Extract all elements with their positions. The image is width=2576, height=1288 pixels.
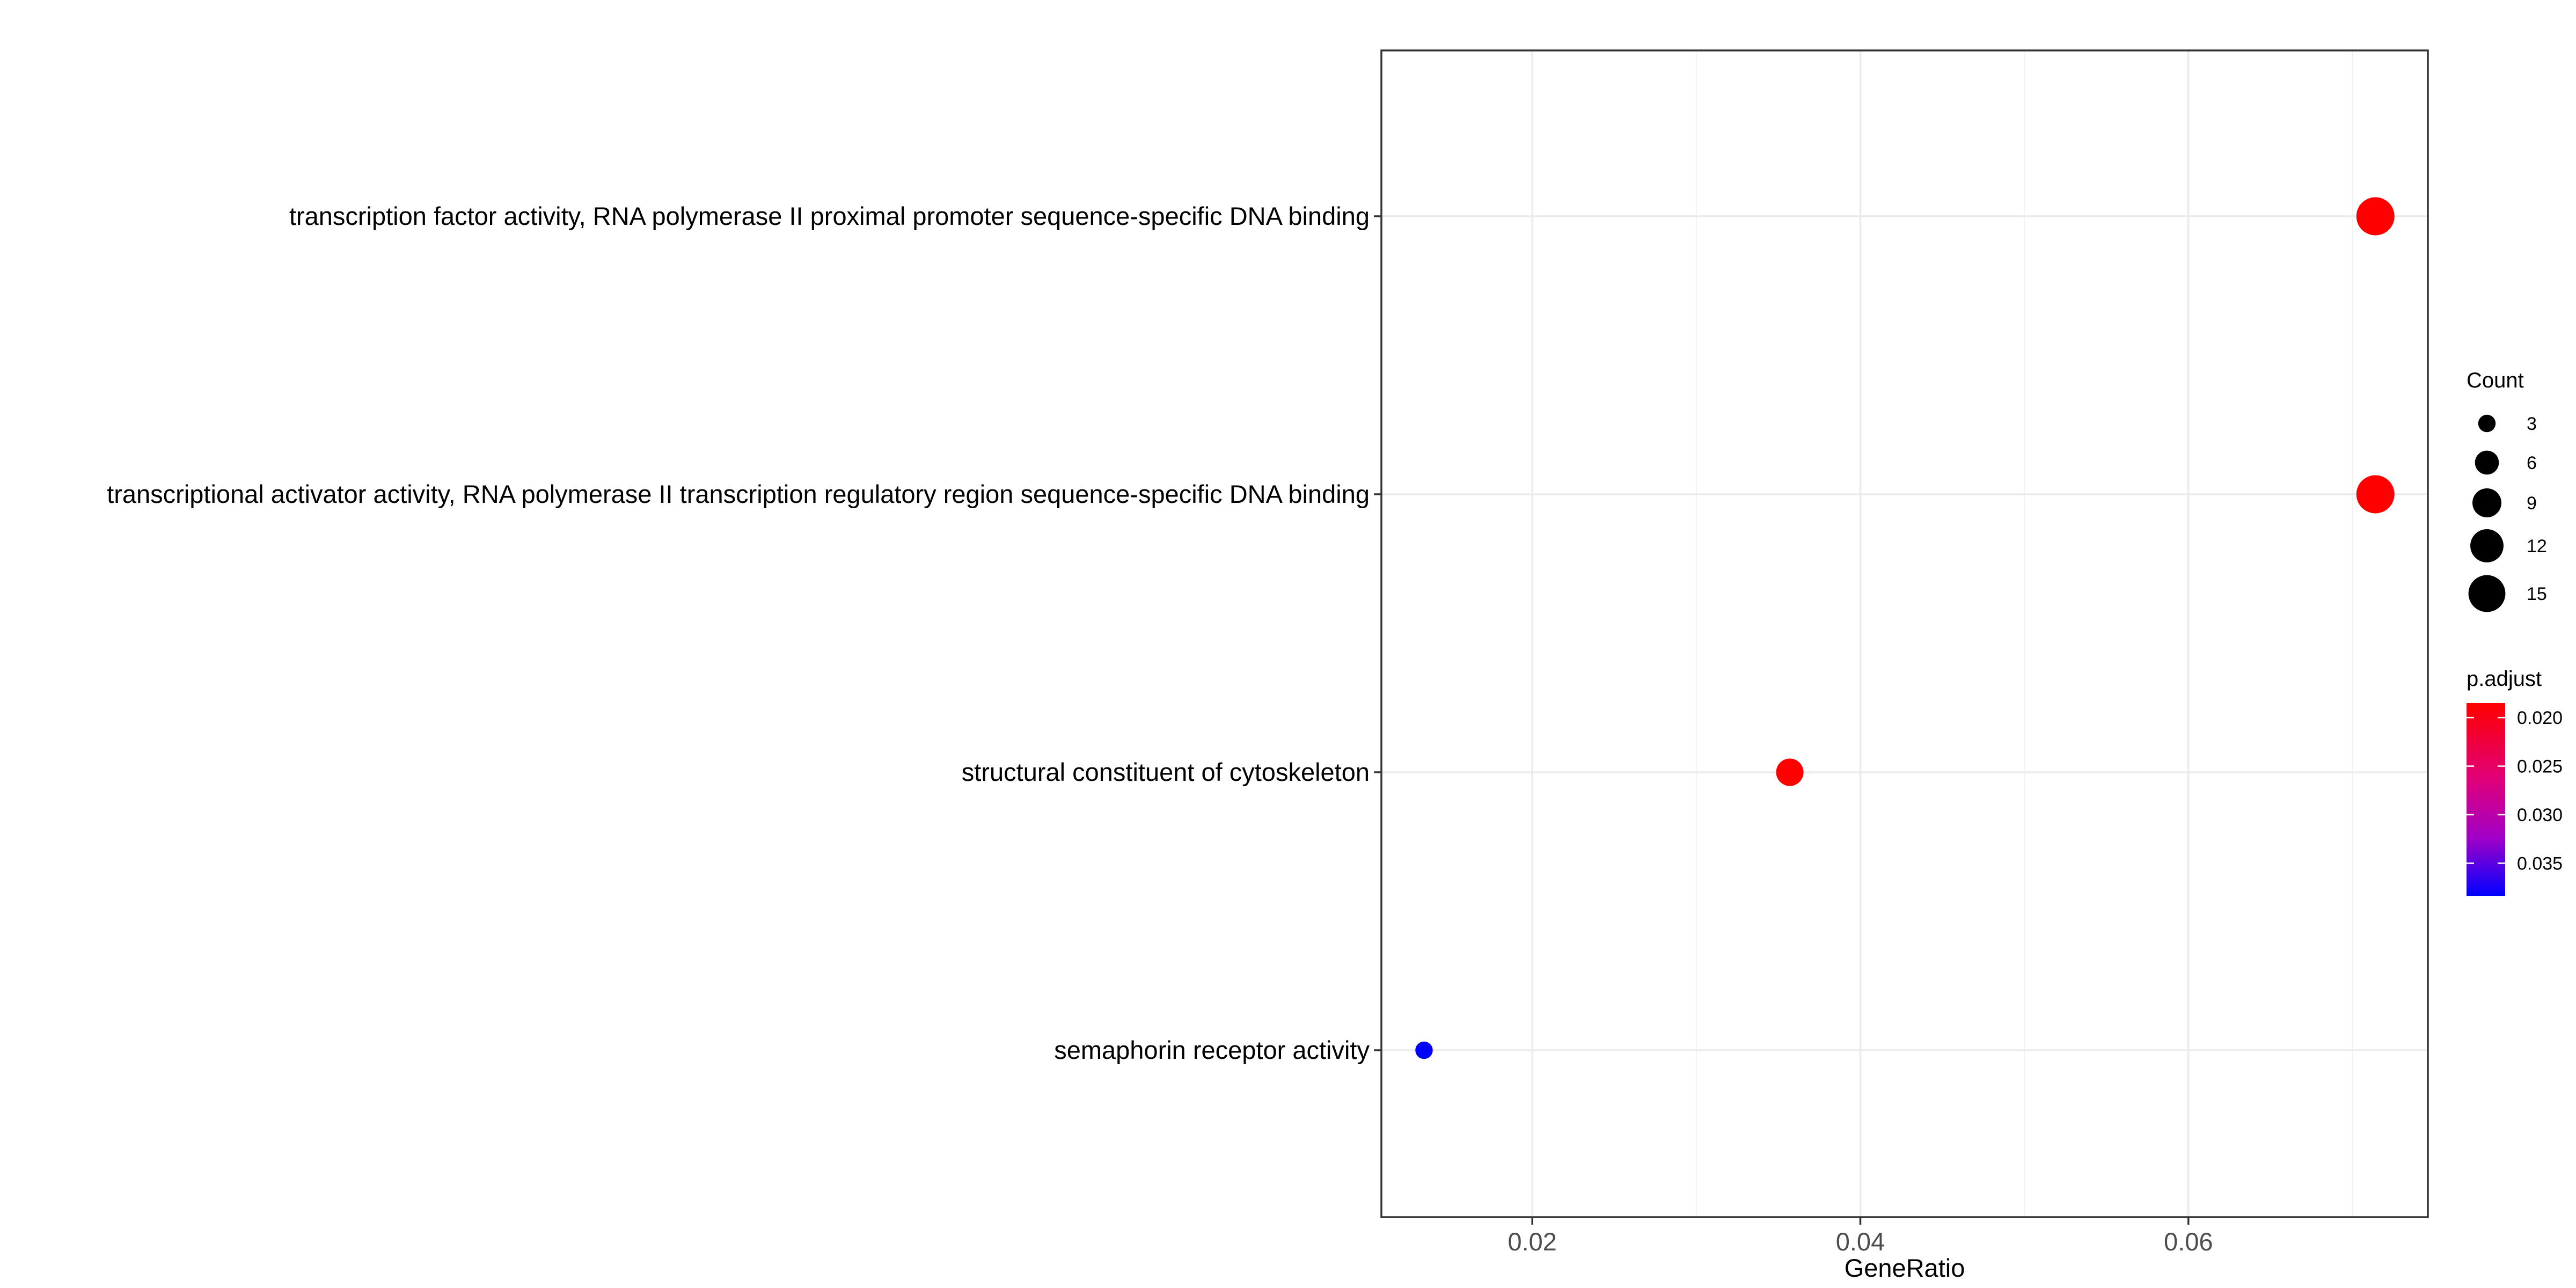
colorbar-label: 0.020 [2517, 708, 2563, 728]
colorbar-label: 0.025 [2517, 757, 2563, 777]
count-legend-key [2478, 414, 2496, 433]
y-tick-label: transcriptional activator activity, RNA … [107, 480, 1370, 508]
count-legend-label: 12 [2527, 536, 2547, 557]
x-tick-label: 0.02 [1507, 1227, 1556, 1256]
p-adjust-legend: p.adjust 0.020 0.025 0.030 0.035 [2467, 667, 2563, 896]
colorbar-label: 0.030 [2517, 805, 2563, 825]
x-tick-label: 0.06 [2164, 1227, 2213, 1256]
data-points [1415, 197, 2395, 1059]
x-axis-title: GeneRatio [1845, 1254, 1965, 1282]
y-axis-labels: transcription factor activity, RNA polym… [107, 202, 1381, 1064]
y-tick-label: semaphorin receptor activity [1054, 1036, 1370, 1064]
data-point [2356, 475, 2395, 514]
x-tick-label: 0.04 [1836, 1227, 1885, 1256]
count-legend-key [2475, 450, 2499, 475]
y-tick-label: transcription factor activity, RNA polym… [289, 202, 1370, 230]
count-legend: Count 3 6 9 12 15 [2467, 369, 2547, 612]
count-legend-label: 3 [2527, 414, 2537, 434]
count-legend-label: 9 [2527, 493, 2537, 514]
panel-border [1380, 49, 2429, 1218]
colorbar-label: 0.035 [2517, 853, 2563, 874]
count-legend-title: Count [2467, 369, 2524, 392]
data-point [1415, 1041, 1433, 1059]
data-point [2356, 197, 2395, 236]
p-adjust-colorbar [2467, 703, 2505, 896]
y-tick-label: structural constituent of cytoskeleton [962, 758, 1370, 786]
grid-layer [1381, 50, 2428, 1217]
count-legend-key [2468, 575, 2506, 612]
data-point [1776, 758, 1804, 786]
count-legend-label: 15 [2527, 584, 2547, 604]
count-legend-key [2472, 488, 2501, 517]
p-adjust-legend-title: p.adjust [2467, 667, 2542, 691]
count-legend-label: 6 [2527, 453, 2537, 473]
count-legend-key [2470, 529, 2504, 562]
x-axis: 0.02 0.04 0.06 [1507, 1217, 2213, 1256]
